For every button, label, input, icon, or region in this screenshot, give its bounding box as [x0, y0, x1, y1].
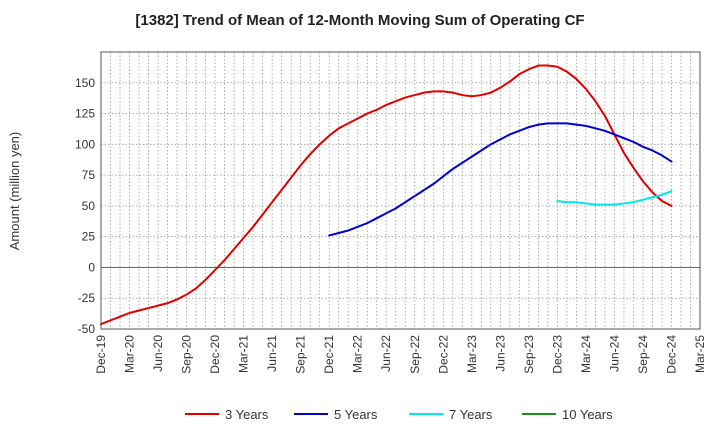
- y-tick-label: 25: [82, 230, 96, 244]
- x-axis: Dec-19 Mar-20 Jun-20 Sep-20 Dec-20 Mar-21 Jun-…: [94, 335, 707, 374]
- x-tick-label: Jun-21: [265, 335, 279, 372]
- x-tick-label: Mar-25: [693, 335, 707, 373]
- y-tick-label: 150: [75, 76, 95, 90]
- legend-label: 10 Years: [562, 407, 613, 422]
- x-tick-label: Sep-20: [180, 335, 194, 374]
- x-tick-label: Sep-23: [522, 335, 536, 374]
- plot-frame: [100, 51, 701, 330]
- x-tick-label: Dec-23: [550, 335, 564, 374]
- x-tick-label: Mar-20: [123, 335, 137, 373]
- x-tick-label: Jun-23: [493, 335, 507, 372]
- y-tick-label: 100: [75, 137, 95, 151]
- y-axis: -50 -25 0 25 50 75 100 125 150: [75, 76, 95, 336]
- x-tick-label: Mar-21: [237, 335, 251, 373]
- legend-label: 7 Years: [449, 407, 493, 422]
- chart-title: [1382] Trend of Mean of 12-Month Moving …: [135, 12, 585, 29]
- x-tick-label: Mar-22: [351, 335, 365, 373]
- grid: [100, 52, 701, 330]
- y-tick-label: 50: [82, 199, 96, 213]
- y-axis-title: Amount (million yen): [7, 132, 22, 251]
- y-tick-label: 75: [82, 168, 96, 182]
- series-line-3-years: [100, 64, 673, 326]
- x-tick-label: Jun-22: [379, 335, 393, 372]
- x-tick-label: Dec-19: [94, 335, 108, 374]
- x-tick-label: Dec-20: [208, 335, 222, 374]
- series-line-7-years: [556, 190, 673, 206]
- x-tick-label: Dec-22: [436, 335, 450, 374]
- series-group: [100, 64, 673, 326]
- legend-label: 3 Years: [225, 407, 269, 422]
- legend-label: 5 Years: [334, 407, 378, 422]
- x-tick-label: Jun-24: [607, 335, 621, 372]
- y-tick-label: 0: [88, 260, 95, 274]
- y-tick-label: 125: [75, 107, 95, 121]
- x-tick-label: Mar-23: [465, 335, 479, 373]
- x-tick-label: Sep-22: [408, 335, 422, 374]
- legend: 3 Years 5 Years 7 Years 10 Years: [185, 407, 613, 422]
- x-tick-label: Mar-24: [579, 335, 593, 373]
- x-tick-label: Sep-21: [294, 335, 308, 374]
- x-tick-label: Sep-24: [636, 335, 650, 374]
- y-tick-label: -25: [78, 291, 96, 305]
- x-tick-label: Jun-20: [151, 335, 165, 372]
- x-tick-label: Dec-24: [664, 335, 678, 374]
- series-line-5-years: [328, 122, 673, 237]
- x-tick-label: Dec-21: [322, 335, 336, 374]
- y-tick-label: -50: [78, 322, 96, 336]
